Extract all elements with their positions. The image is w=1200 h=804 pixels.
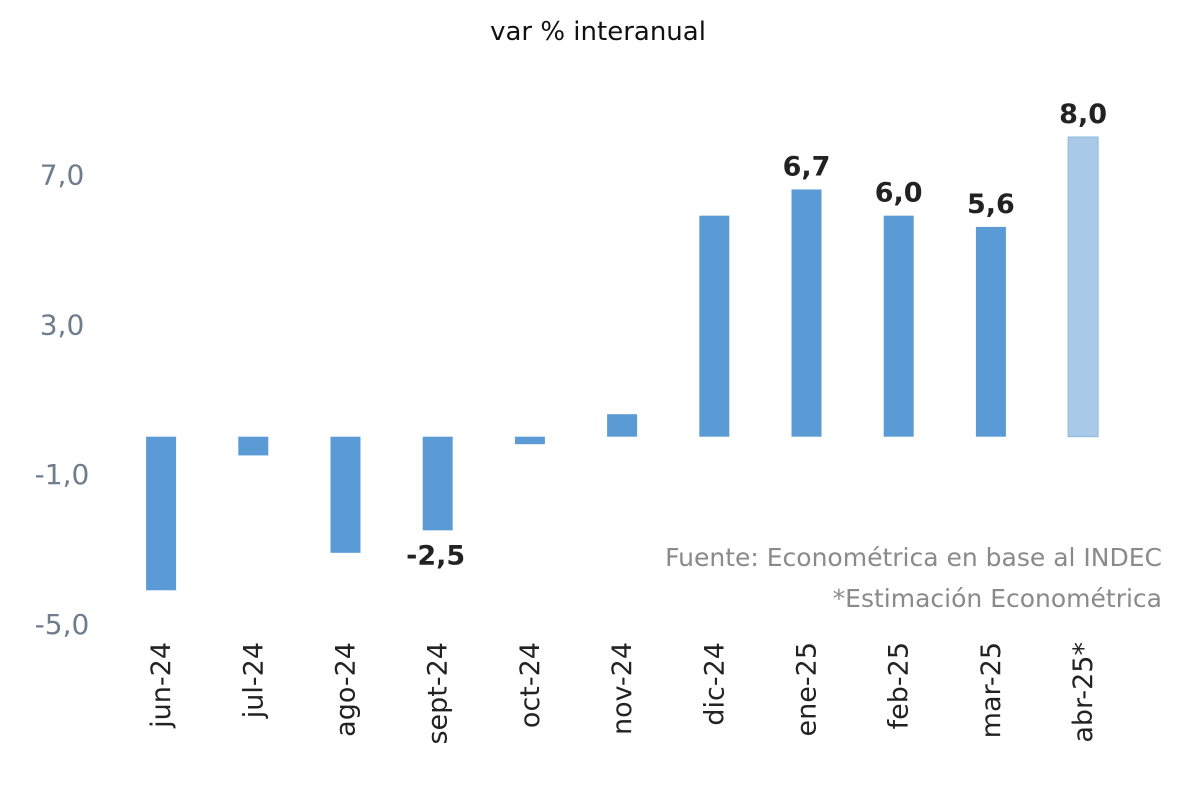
y-tick-label: 3,0: [40, 308, 85, 341]
bar-ago-24: [330, 436, 361, 553]
bar-dic-24: [699, 215, 730, 437]
data-label: -2,5: [406, 540, 465, 571]
x-tick-label: mar-25: [976, 642, 1007, 738]
data-labels: -2,5 6,7 6,0 5,6 8,0: [406, 99, 1107, 571]
y-axis-ticks: 7,0 3,0 -1,0 -5,0: [35, 158, 90, 641]
x-tick-label: oct-24: [515, 642, 546, 728]
data-label: 5,6: [967, 189, 1015, 220]
x-tick-label: feb-25: [884, 642, 915, 729]
y-tick-label: 7,0: [40, 158, 85, 191]
source-note: Fuente: Econométrica en base al INDEC: [665, 543, 1162, 572]
x-tick-label: ene-25: [792, 642, 823, 736]
x-tick-label: dic-24: [699, 642, 730, 726]
bars: [146, 136, 1099, 591]
x-tick-label: abr-25*: [1068, 642, 1099, 743]
x-tick-label: sept-24: [423, 642, 454, 745]
bar-nov-24: [607, 414, 638, 437]
y-tick-label: -5,0: [35, 608, 90, 641]
bar-jun-24: [146, 436, 177, 591]
bar-jul-24: [238, 436, 269, 456]
data-label: 6,0: [875, 178, 923, 209]
x-tick-label: jun-24: [146, 642, 177, 729]
x-axis-ticks: jun-24 jul-24 ago-24 sept-24 oct-24 nov-24 dic…: [146, 642, 1099, 745]
x-tick-label: ago-24: [331, 642, 362, 737]
bar-feb-25: [883, 215, 914, 437]
data-label: 6,7: [783, 151, 831, 182]
chart-title: var % interanual: [490, 17, 706, 47]
bar-oct-24: [514, 436, 545, 445]
bar-sept-24: [422, 436, 453, 531]
bar-ene-25: [791, 189, 822, 437]
x-tick-label: nov-24: [607, 642, 638, 735]
bar-abr-25: [1067, 136, 1099, 438]
estimate-note: *Estimación Econométrica: [833, 584, 1162, 613]
bar-mar-25: [975, 226, 1006, 437]
x-tick-label: jul-24: [238, 642, 269, 719]
y-tick-label: -1,0: [35, 458, 90, 491]
data-label: 8,0: [1059, 99, 1107, 130]
